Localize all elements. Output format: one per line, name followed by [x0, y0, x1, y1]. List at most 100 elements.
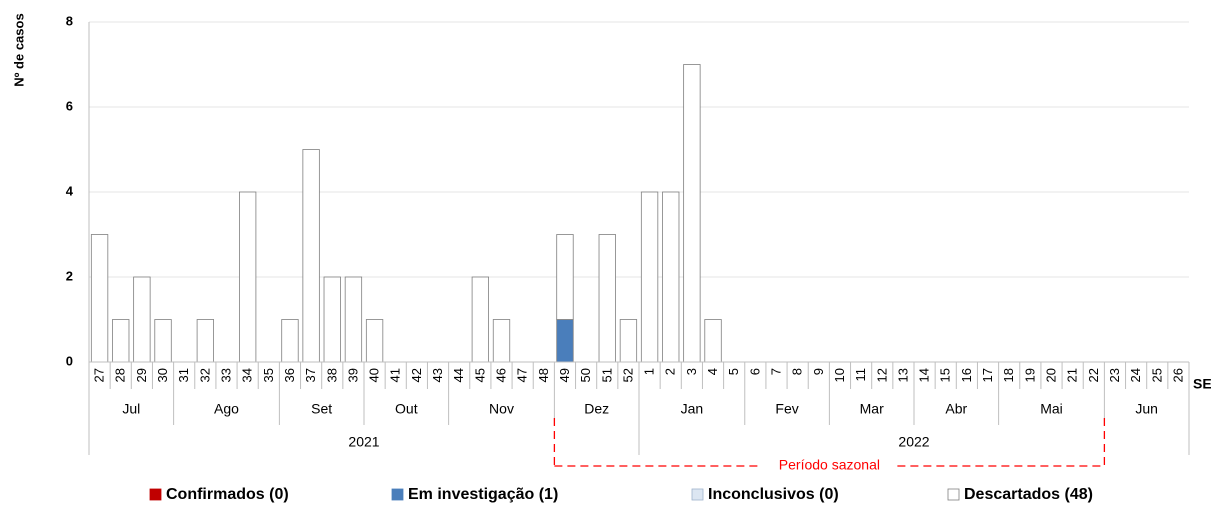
month-label: Set	[311, 401, 332, 417]
legend: Confirmados (0) Em investigação (1) Inconc…	[149, 486, 1093, 503]
month-label: Abr	[945, 401, 967, 417]
legend-label: Descartados (48)	[964, 486, 1093, 503]
bar-38-series-3	[323, 276, 341, 363]
x-tick-label: 11	[853, 368, 868, 382]
x-tick-label: 22	[1086, 368, 1101, 382]
bar-32-series-3	[196, 319, 214, 363]
x-tick-label: 48	[536, 368, 551, 382]
legend-swatch	[691, 488, 704, 501]
y-tick-label: 0	[66, 353, 73, 368]
bar-29-series-3	[133, 276, 151, 363]
x-tick-label: 7	[769, 368, 784, 375]
x-tick-label: 6	[747, 368, 762, 375]
x-tick-label: 34	[240, 368, 255, 382]
x-tick-label: 41	[388, 368, 403, 382]
seasonal-period-annotation: Período sazonal	[553, 418, 1106, 473]
x-tick-label: 51	[599, 368, 614, 382]
x-tick-label: 5	[726, 368, 741, 375]
bar-30-series-3	[154, 319, 172, 363]
y-tick-label: 8	[66, 13, 73, 28]
month-label: Nov	[489, 401, 514, 417]
y-axis-title: Nº de casos	[11, 13, 26, 86]
bar-49-series-1	[556, 319, 574, 363]
x-tick-label: 42	[409, 368, 424, 382]
month-label: Out	[395, 401, 418, 417]
bar-39-series-3	[344, 276, 363, 363]
x-tick-label: 21	[1065, 368, 1080, 382]
x-tick-label: 38	[324, 368, 339, 382]
bar-49-series-3	[556, 234, 574, 320]
month-label: Jan	[681, 401, 704, 417]
legend-label: Confirmados (0)	[166, 486, 289, 503]
x-tick-label: 4	[705, 368, 720, 375]
x-tick-label: 17	[980, 368, 995, 382]
x-tick-label: 37	[303, 368, 318, 382]
year-label: 2021	[348, 434, 379, 450]
x-tick-label: 27	[92, 368, 107, 382]
month-label: Mar	[860, 401, 884, 417]
legend-swatch	[947, 488, 960, 501]
month-label: Fev	[775, 401, 798, 417]
x-tick-label: 25	[1149, 368, 1164, 382]
x-tick-label: 49	[557, 368, 572, 382]
x-tick-label: 28	[113, 368, 128, 382]
bar-40-series-3	[365, 319, 384, 363]
x-tick-label: 33	[219, 368, 234, 382]
seasonal-period-label: Período sazonal	[779, 457, 880, 473]
x-tick-label: 9	[811, 368, 826, 375]
bar-37-series-3	[302, 149, 320, 363]
y-tick-label: 2	[66, 268, 73, 283]
month-label: Ago	[214, 401, 239, 417]
x-tick-label: 23	[1107, 368, 1122, 382]
x-tick-label: 10	[832, 368, 847, 382]
x-tick-label: 47	[515, 368, 530, 382]
x-tick-label: 29	[134, 368, 149, 382]
x-tick-label: 1	[642, 368, 657, 375]
x-tick-label: 50	[578, 368, 593, 382]
bar-28-series-3	[112, 319, 130, 363]
y-tick-label: 6	[66, 98, 73, 113]
x-tick-label: 13	[895, 368, 910, 382]
legend-label: Inconclusivos (0)	[708, 486, 839, 503]
bar-4-series-3	[704, 319, 722, 363]
x-tick-label: 8	[790, 368, 805, 375]
bar-2-series-3	[662, 191, 680, 363]
bar-36-series-3	[281, 319, 299, 363]
x-tick-label: 3	[684, 368, 699, 375]
month-label: Dez	[584, 401, 609, 417]
month-label: Jul	[122, 401, 140, 417]
x-tick-label: 26	[1170, 368, 1185, 382]
x-tick-label: 19	[1022, 368, 1037, 382]
legend-label: Em investigação (1)	[408, 486, 558, 503]
x-tick-label: 31	[176, 368, 191, 382]
bar-27-series-3	[90, 234, 109, 363]
x-tick-label: 44	[451, 368, 466, 382]
bar-52-series-3	[619, 319, 638, 363]
y-tick-label: 4	[66, 183, 74, 198]
bar-1-series-3	[640, 191, 659, 363]
x-tick-label: 2	[663, 368, 678, 375]
x-tick-label: 20	[1044, 368, 1059, 382]
x-tick-label: 15	[938, 368, 953, 382]
x-axis: 27 28 29 30 31 32 33 34 35 36 37 38 39 40 41 42 43 44 45 46…	[88, 361, 1190, 455]
y-axis: 0 2 4 6 8	[66, 13, 90, 368]
x-tick-label: 12	[874, 368, 889, 382]
gridlines	[89, 21, 1189, 278]
bar-45-series-3	[471, 276, 489, 363]
month-label: Jun	[1135, 401, 1158, 417]
x-tick-label: 46	[494, 368, 509, 382]
month-label: Mai	[1040, 401, 1063, 417]
bars	[90, 64, 722, 363]
year-label: 2022	[898, 434, 929, 450]
x-tick-label: 16	[959, 368, 974, 382]
bar-34-series-3	[239, 191, 257, 363]
x-tick-label: 39	[345, 368, 360, 382]
x-tick-label: 18	[1001, 368, 1016, 382]
x-tick-label: 40	[367, 368, 382, 382]
x-tick-label: 24	[1128, 368, 1143, 382]
bar-46-series-3	[492, 319, 511, 363]
x-axis-title: SE	[1193, 376, 1211, 392]
bar-51-series-3	[598, 234, 616, 363]
bar-3-series-3	[683, 64, 701, 363]
